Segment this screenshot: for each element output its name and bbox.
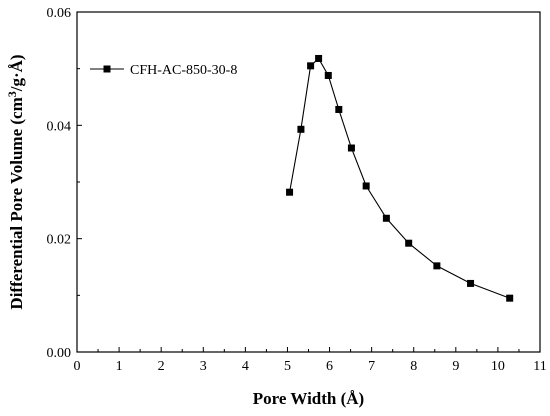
- data-point: [467, 279, 475, 287]
- y-axis-title-main: Differential Pore Volume (cm: [7, 97, 26, 309]
- data-point: [347, 144, 355, 152]
- data-point: [286, 188, 294, 196]
- y-tick-label: 0.06: [47, 6, 72, 21]
- x-tick-label: 1: [116, 359, 123, 374]
- x-tick-label: 9: [452, 359, 459, 374]
- x-tick-label: 4: [242, 359, 249, 374]
- data-point: [382, 214, 390, 222]
- data-point: [297, 125, 305, 133]
- x-tick-label: 5: [284, 359, 291, 374]
- data-point: [362, 182, 370, 190]
- data-point: [506, 294, 514, 302]
- x-tick-label: 11: [533, 359, 546, 374]
- x-axis-ticks: 0 1 2 3 4 5 6 7 8 9 10 11: [74, 347, 547, 374]
- data-point: [324, 71, 332, 79]
- data-point: [433, 262, 441, 270]
- data-point: [307, 62, 315, 70]
- x-tick-label: 3: [200, 359, 207, 374]
- x-axis-title: Pore Width (Å): [253, 389, 364, 408]
- y-axis-title-superscript: 3: [5, 91, 19, 97]
- x-tick-label: 8: [410, 359, 417, 374]
- x-tick-label: 7: [368, 359, 375, 374]
- y-tick-label: 0.00: [47, 346, 72, 361]
- legend-label: CFH-AC-850-30-8: [130, 63, 237, 78]
- data-point: [335, 105, 343, 113]
- y-axis-title-unit: /g·Å): [7, 54, 26, 92]
- y-tick-label: 0.04: [47, 119, 72, 134]
- x-tick-label: 2: [158, 359, 165, 374]
- legend: CFH-AC-850-30-8: [90, 63, 237, 78]
- x-tick-label: 0: [74, 359, 81, 374]
- legend-marker: [103, 65, 111, 73]
- x-tick-label: 6: [326, 359, 333, 374]
- data-point: [405, 239, 413, 247]
- y-tick-label: 0.02: [47, 233, 72, 248]
- x-tick-label: 10: [491, 359, 505, 374]
- data-point: [315, 54, 323, 62]
- series-line: [289, 57, 510, 299]
- series-layer: [286, 54, 514, 302]
- y-axis-ticks: 0.00 0.02 0.04 0.06: [47, 6, 82, 361]
- y-axis-title: Differential Pore Volume (cm3/g·Å): [5, 54, 26, 309]
